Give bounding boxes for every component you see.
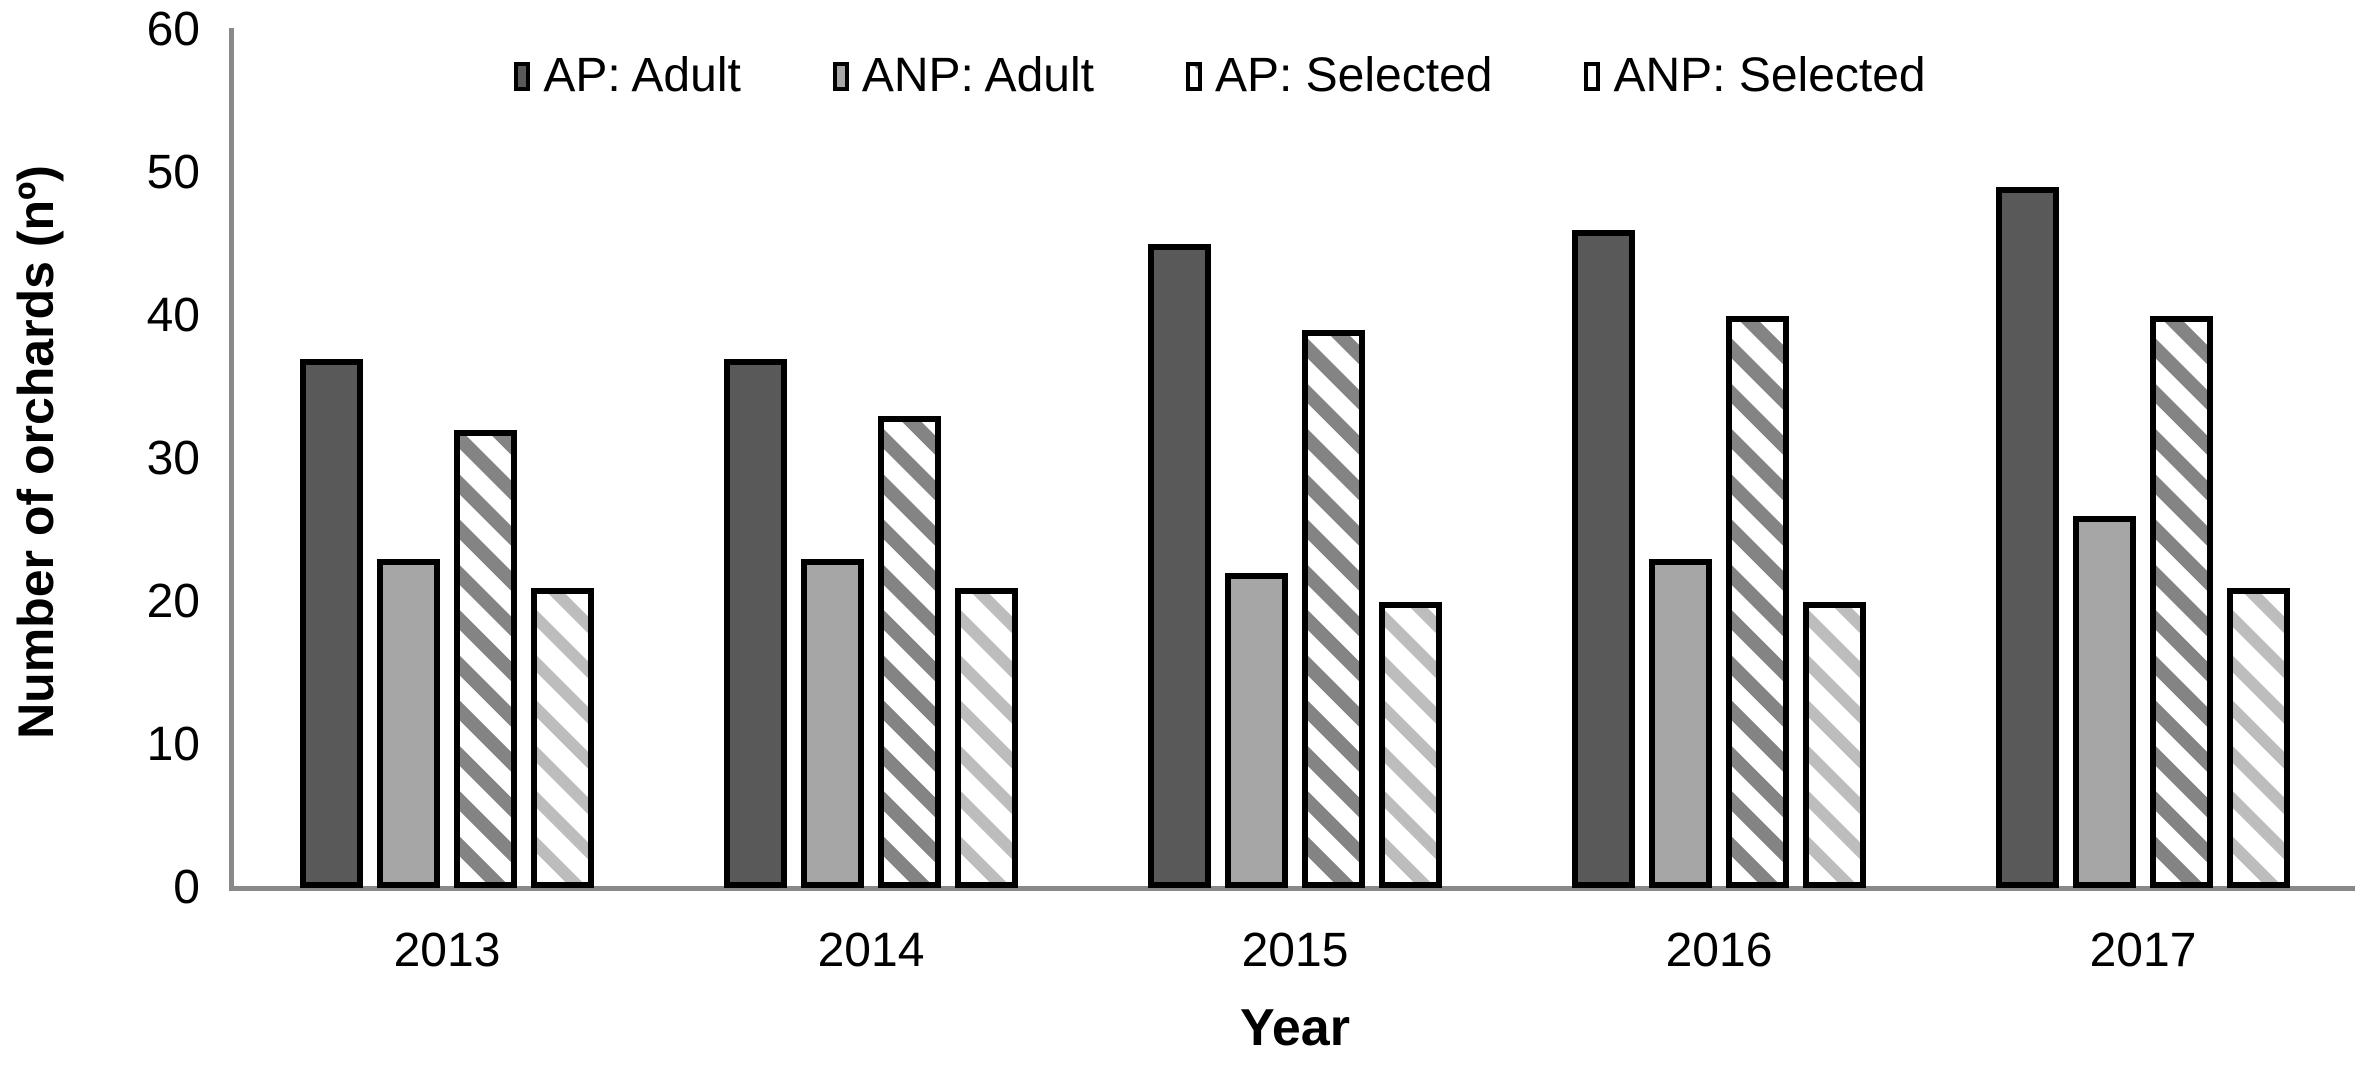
bar [1225,573,1288,888]
y-axis-tick-labels: 0 10 20 30 40 50 60 [0,0,200,1067]
y-tick-label: 50 [146,146,200,199]
bar-group-2013 [235,0,659,888]
bar-group-2014 [659,0,1083,888]
y-tick-label: 0 [173,861,200,914]
legend-label: AP: Adult [543,49,741,102]
legend-swatch-icon [832,61,849,91]
x-tick-label: 2016 [1665,924,1773,977]
bar [1379,602,1442,888]
x-axis-line [229,886,2355,891]
bar [531,588,594,888]
bar [1649,559,1712,888]
x-tick-label: 2017 [2089,924,2197,977]
legend-swatch-icon [1584,61,1601,91]
bar [955,588,1018,888]
legend-label: ANP: Adult [861,49,1094,102]
bar-group-2015 [1083,0,1507,888]
bar [1726,316,1789,888]
x-axis-title: Year [1240,999,1350,1057]
bar-group-2017 [1931,0,2355,888]
bar [377,559,440,888]
y-tick-label: 10 [146,718,200,771]
y-tick-label: 40 [146,289,200,342]
bar [1302,330,1365,888]
bar [300,359,363,888]
x-tick-label: 2013 [393,924,501,977]
x-tick-label: 2014 [817,924,925,977]
legend-label: AP: Selected [1214,49,1493,102]
bar [1803,602,1866,888]
bar [454,430,517,888]
legend-swatch-icon [514,61,531,91]
legend-item: ANP: Adult [832,49,1094,102]
x-axis-tick-labels: 2013 2014 2015 2016 2017 [235,922,2355,980]
bar [1996,187,2059,888]
bar [2150,316,2213,888]
x-tick-label: 2015 [1241,924,1349,977]
bar [724,359,787,888]
plot-area [235,0,2355,888]
y-tick-label: 30 [146,432,200,485]
chart-legend: AP: Adult ANP: Adult AP: Selected ANP: Sele… [160,52,2280,100]
legend-item: AP: Selected [1185,49,1493,102]
y-tick-label: 60 [146,3,200,56]
bar [2073,516,2136,888]
y-axis-line [229,28,234,890]
bar [1148,244,1211,888]
y-tick-label: 20 [146,575,200,628]
bar [2227,588,2290,888]
bar-group-2016 [1507,0,1931,888]
bar [801,559,864,888]
legend-swatch-icon [1185,61,1202,91]
legend-label: ANP: Selected [1613,49,1926,102]
bar [878,416,941,888]
legend-item: ANP: Selected [1584,49,1926,102]
bar [1572,230,1635,888]
legend-item: AP: Adult [514,49,741,102]
